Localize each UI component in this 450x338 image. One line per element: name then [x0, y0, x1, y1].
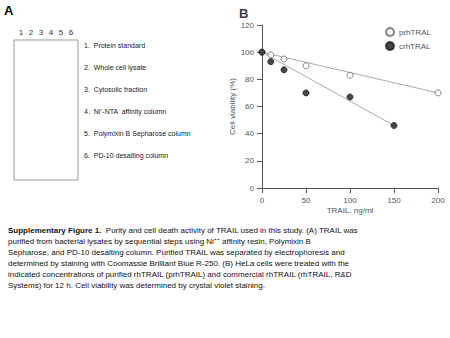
svg-text:2: 2 — [29, 28, 34, 37]
svg-text:60: 60 — [245, 102, 254, 111]
svg-text:3: 3 — [39, 28, 44, 37]
svg-text:B: B — [239, 6, 248, 21]
svg-text:200: 200 — [431, 196, 445, 205]
svg-text:50: 50 — [302, 196, 311, 205]
svg-text:100: 100 — [241, 48, 255, 57]
svg-text:4. Ni⁺-NTA affinity column: 4. Ni⁺-NTA affinity column — [84, 108, 166, 116]
svg-text:5: 5 — [59, 28, 64, 37]
svg-text:determined by staining with Co: determined by staining with Coomassie Br… — [8, 259, 351, 268]
svg-text:80: 80 — [245, 75, 254, 84]
svg-text:100: 100 — [343, 196, 357, 205]
svg-text:2. Whole cell lysate: 2. Whole cell lysate — [84, 64, 146, 72]
svg-text:1. Protein standard: 1. Protein standard — [84, 42, 145, 49]
svg-text:6. PD-10 desalting column: 6. PD-10 desalting column — [84, 152, 168, 160]
svg-text:4: 4 — [49, 28, 54, 37]
svg-text:6: 6 — [69, 28, 74, 37]
svg-text:A: A — [4, 3, 14, 18]
svg-text:Systems) for 12 h. Cell viabil: Systems) for 12 h. Cell viability was de… — [8, 281, 265, 290]
svg-text:Sepharose, and PD-10 desalting: Sepharose, and PD-10 desalting column. P… — [8, 248, 347, 257]
svg-text:40: 40 — [245, 129, 254, 138]
svg-text:purified from bacterial lysate: purified from bacterial lysates by seque… — [8, 237, 313, 246]
svg-text:5. Polymixin B Sepharose colu: 5. Polymixin B Sepharose column — [84, 130, 191, 138]
svg-text:1: 1 — [19, 28, 24, 37]
svg-text:150: 150 — [387, 196, 401, 205]
svg-text:Cell viability (%): Cell viability (%) — [228, 78, 237, 135]
svg-text:0: 0 — [250, 184, 255, 193]
svg-text:crhTRAL: crhTRAL — [399, 42, 431, 51]
svg-text:Purity and cell death activity: Purity and cell death activity of TRAIL … — [101, 226, 360, 235]
svg-text:Supplementary Figure 1.: Supplementary Figure 1. — [8, 226, 101, 235]
svg-text:120: 120 — [241, 21, 255, 30]
svg-text:indicated concentrations of pu: indicated concentrations of purified rhT… — [8, 270, 354, 279]
svg-text:3. Cytosolic fraction: 3. Cytosolic fraction — [84, 86, 147, 94]
svg-text:TRAIL, ng/ml: TRAIL, ng/ml — [327, 206, 374, 215]
svg-text:prhTRAL: prhTRAL — [399, 28, 432, 37]
svg-text:0: 0 — [260, 196, 265, 205]
svg-text:20: 20 — [245, 156, 254, 165]
